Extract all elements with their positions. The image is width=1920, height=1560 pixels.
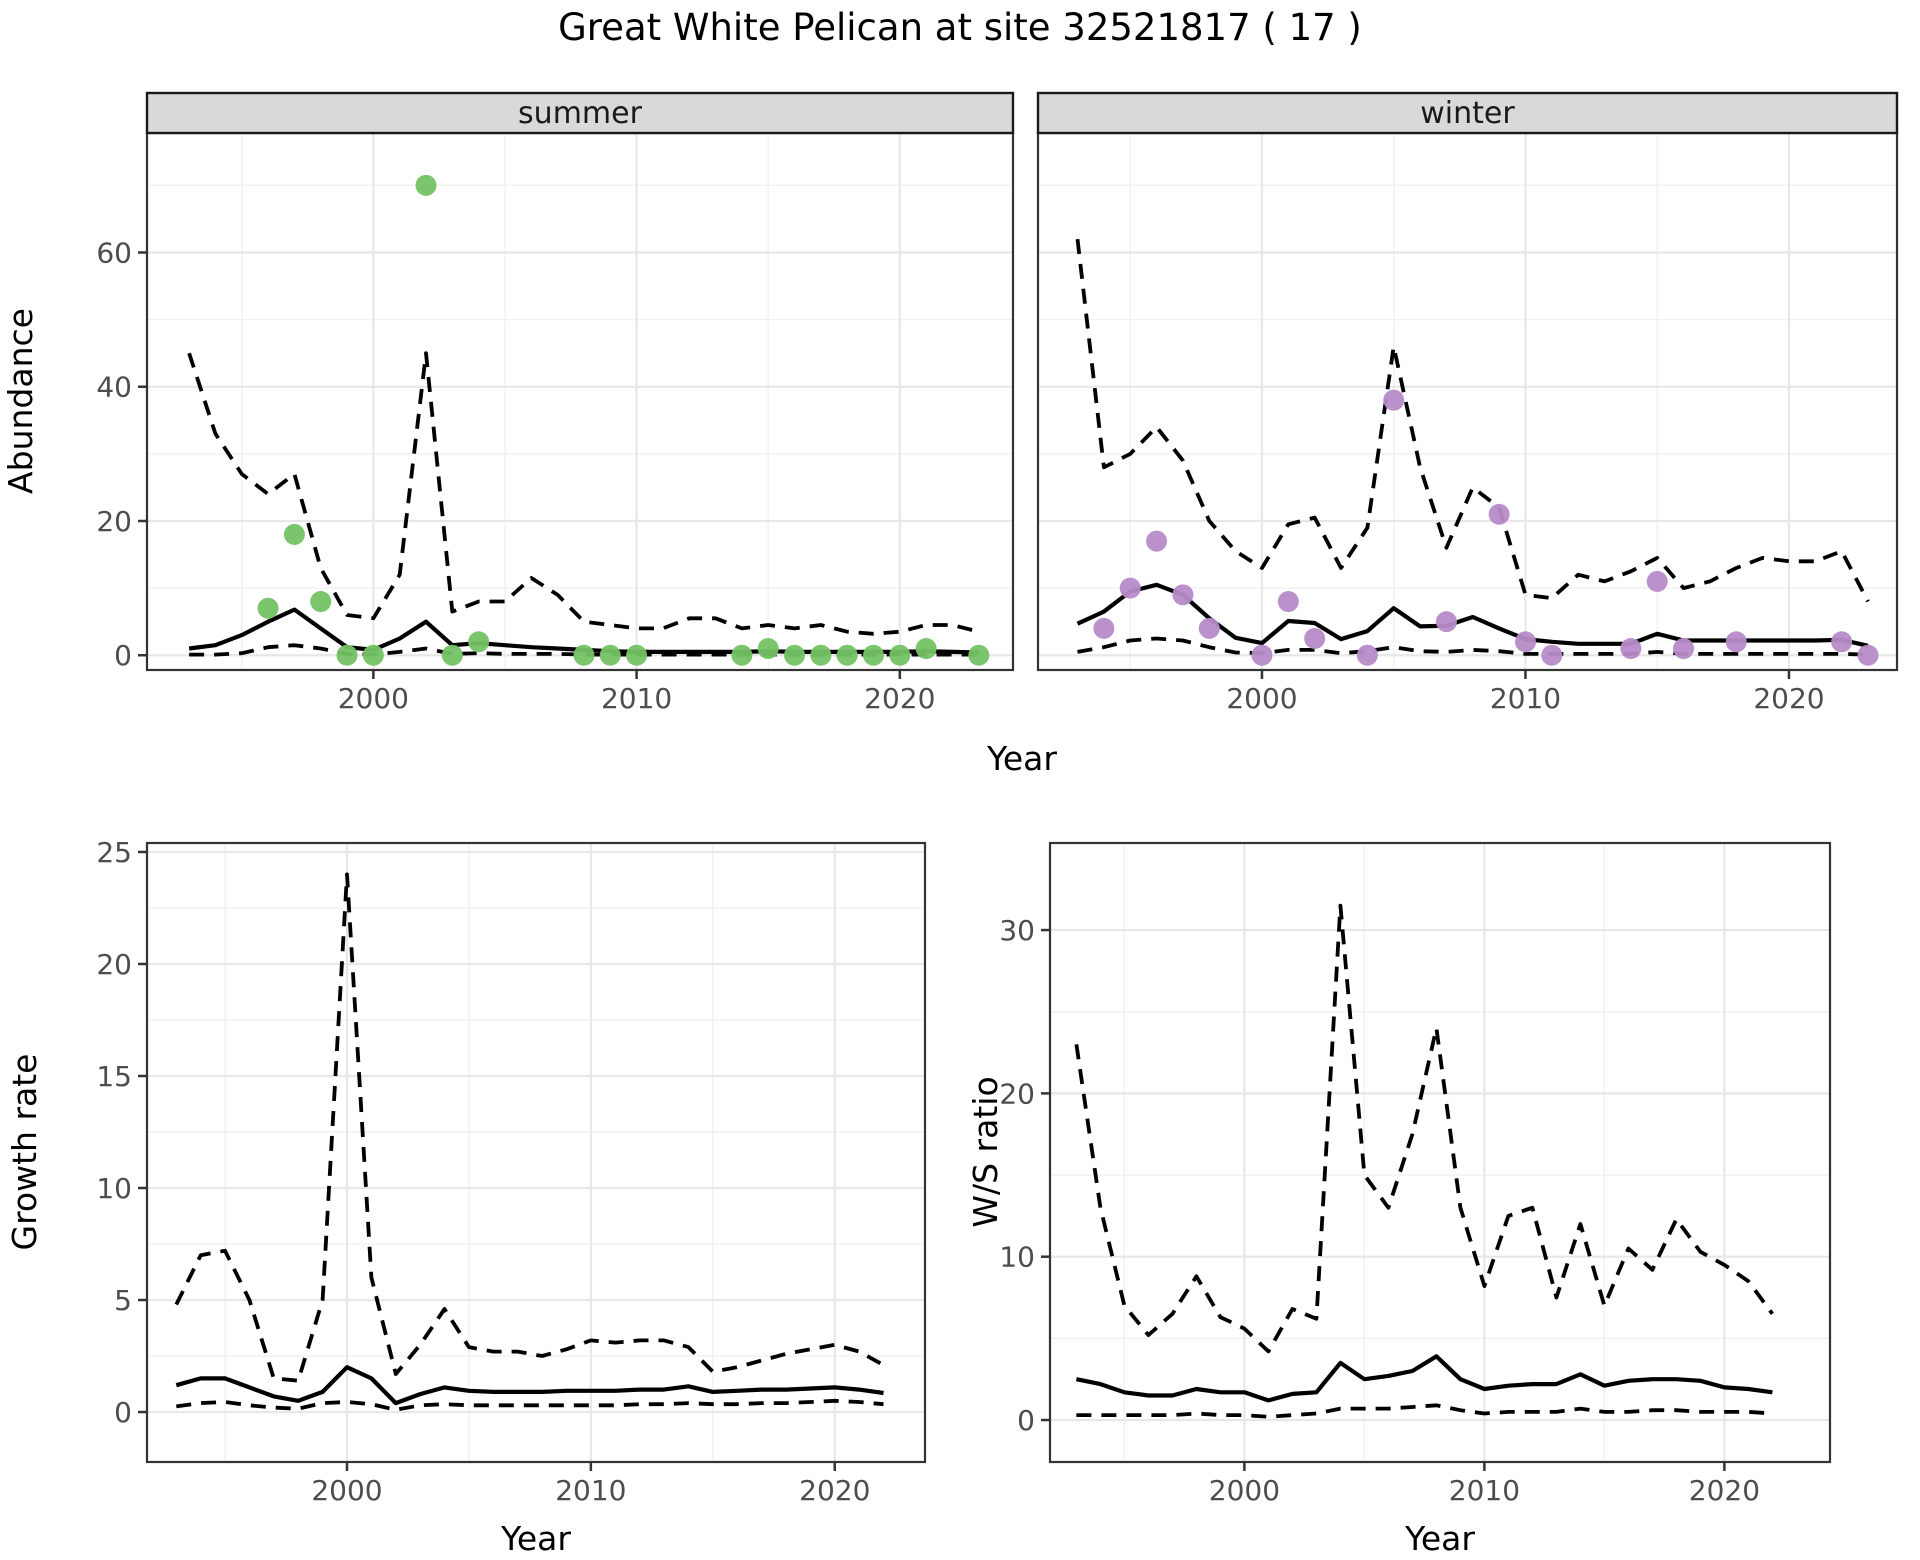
observation-dot: [915, 638, 937, 660]
observation-dot: [731, 644, 753, 666]
observation-dot: [836, 644, 858, 666]
observation-dot: [1251, 644, 1273, 666]
x-tick-label: 2010: [1490, 682, 1561, 715]
y-tick-label: 20: [96, 948, 132, 981]
x-tick-label: 2020: [1689, 1474, 1760, 1507]
axis-title-ylabel-ws-ratio: W/S ratio: [966, 1076, 1005, 1227]
x-tick-label: 2020: [864, 682, 935, 715]
axis-title-xlabel-ws-ratio: Year: [1404, 1519, 1475, 1558]
series-upper_ci: [187, 351, 980, 636]
y-tick-label: 10: [999, 1241, 1035, 1274]
y-tick-label: 40: [96, 371, 132, 404]
y-tick-label: 0: [114, 639, 132, 672]
observation-dot: [810, 644, 832, 666]
x-tick-label: 2010: [555, 1474, 626, 1507]
series-median: [1075, 1354, 1773, 1403]
observation-dot: [415, 174, 437, 196]
x-tick-label: 2000: [1209, 1474, 1280, 1507]
series-lower_ci: [1076, 1403, 1773, 1419]
observation-dot: [1831, 631, 1853, 653]
observation-dot: [1725, 631, 1747, 653]
observation-dot: [1119, 577, 1141, 599]
x-tick-label: 2010: [601, 682, 672, 715]
x-tick-label: 2000: [338, 682, 409, 715]
observation-dot: [862, 644, 884, 666]
observation-dot: [1646, 570, 1668, 592]
y-tick-label: 5: [114, 1284, 132, 1317]
facet-label-winter: winter: [1420, 96, 1515, 131]
observation-dot: [599, 644, 621, 666]
facet-strip-summer: [145, 91, 1015, 135]
facet-strip-winter: [1036, 91, 1899, 135]
observation-dot: [441, 644, 463, 666]
y-tick-label: 10: [96, 1172, 132, 1205]
axis-title-ylabel-abundance-summer: Abundance: [1, 308, 40, 494]
observation-dot: [468, 631, 490, 653]
panel-growth-rate: 2000 2010 2020 0 5 10 15 20 25: [96, 836, 927, 1507]
y-tick-label: 20: [999, 1077, 1035, 1110]
observation-dot: [1673, 638, 1695, 660]
observation-dot: [1488, 503, 1510, 525]
observation-dot: [626, 644, 648, 666]
observation-dot: [336, 644, 358, 666]
observation-dot: [1146, 530, 1168, 552]
figure-title: Great White Pelican at site 32521817 ( 1…: [558, 6, 1362, 49]
y-tick-label: 15: [96, 1060, 132, 1093]
axis-title-ylabel-growth-rate: Growth rate: [5, 1054, 44, 1251]
panel-abundance-summer: summer 2000 2010 2020 0 20 40 60: [96, 91, 1015, 715]
observation-dot: [1514, 631, 1536, 653]
observation-dot: [1093, 617, 1115, 639]
series-upper_ci: [1075, 238, 1870, 603]
series-upper_ci: [174, 872, 885, 1383]
y-tick-label: 20: [96, 505, 132, 538]
facet-label-summer: summer: [518, 96, 643, 131]
x-tick-label: 2020: [1753, 682, 1824, 715]
observation-dot: [573, 644, 595, 666]
panel-abundance-winter: winter 2000 2010 2020: [1036, 91, 1899, 715]
observation-dot: [1277, 591, 1299, 613]
series-lower_ci: [1077, 636, 1869, 657]
observation-dot: [1435, 611, 1457, 633]
axis-title-xlabel-abundance-summer: Year: [986, 739, 1057, 778]
observation-dot: [1304, 627, 1326, 649]
y-tick-label: 0: [1017, 1404, 1035, 1437]
panel-ws-ratio: 2000 2010 2020 0 10 20 30: [999, 841, 1832, 1507]
observation-dot: [1198, 617, 1220, 639]
x-tick-label: 2020: [799, 1474, 870, 1507]
observation-dot: [968, 644, 990, 666]
observation-dot: [1383, 389, 1405, 411]
observation-dot: [889, 644, 911, 666]
x-tick-label: 2000: [1226, 682, 1297, 715]
observation-dot: [1857, 644, 1879, 666]
series-median: [175, 1365, 884, 1406]
observation-dot: [1541, 644, 1563, 666]
y-tick-label: 25: [96, 836, 132, 869]
y-tick-label: 30: [999, 914, 1035, 947]
y-tick-label: 0: [114, 1396, 132, 1429]
observation-dot: [257, 597, 279, 619]
observation-dot: [1172, 584, 1194, 606]
observation-dot: [283, 523, 305, 545]
observation-dot: [310, 591, 332, 613]
observation-dot: [757, 638, 779, 660]
axis-title-xlabel-growth-rate: Year: [500, 1519, 571, 1558]
series-lower_ci: [176, 1398, 884, 1412]
observation-dot: [1356, 644, 1378, 666]
x-tick-label: 2000: [311, 1474, 382, 1507]
observation-dot: [784, 644, 806, 666]
observation-dot: [362, 644, 384, 666]
y-tick-label: 60: [96, 236, 132, 269]
x-tick-label: 2010: [1449, 1474, 1520, 1507]
observation-dot: [1620, 638, 1642, 660]
